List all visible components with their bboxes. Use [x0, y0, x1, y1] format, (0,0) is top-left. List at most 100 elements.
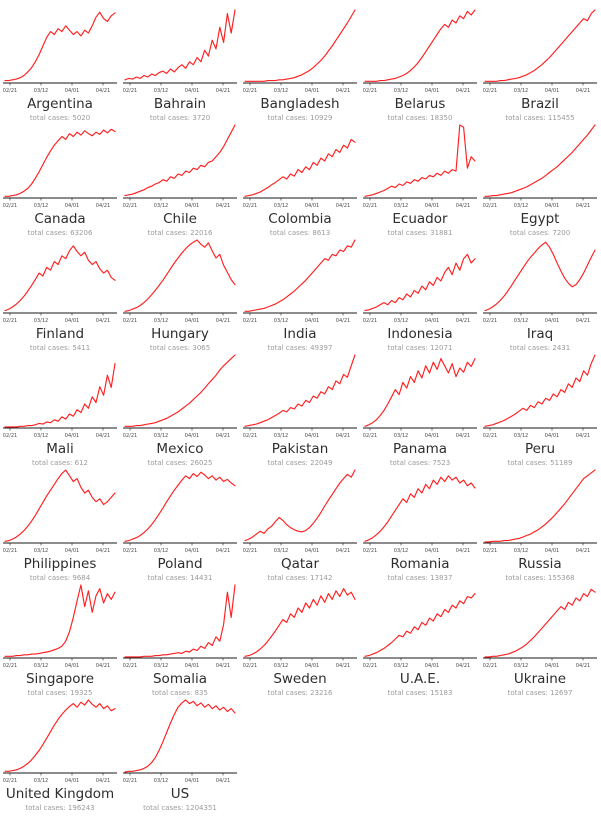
- x-axis-ticks: 02/21 03/12 04/01 04/21: [243, 428, 350, 439]
- x-tick-label: 03/12: [154, 318, 168, 324]
- x-tick-label: 04/21: [336, 318, 350, 324]
- cases-line: [244, 469, 356, 542]
- total-cases-label: total cases: 22049: [267, 459, 333, 467]
- mini-line-chart: 02/21 03/12 04/01 04/21: [123, 699, 237, 784]
- cases-line: [244, 9, 356, 82]
- total-cases-label: total cases: 49397: [267, 344, 333, 352]
- x-tick-label: 04/01: [65, 203, 79, 209]
- cases-line: [4, 584, 116, 657]
- mini-line-chart: 02/21 03/12 04/01 04/21: [123, 584, 237, 669]
- mini-line-chart: 02/21 03/12 04/01 04/21: [243, 239, 357, 324]
- x-axis-ticks: 02/21 03/12 04/01 04/21: [243, 313, 350, 324]
- x-tick-label: 04/21: [576, 88, 590, 94]
- cases-line: [4, 699, 116, 772]
- total-cases-label: total cases: 12071: [387, 344, 453, 352]
- x-tick-label: 04/01: [185, 778, 199, 784]
- mini-line-chart: 02/21 03/12 04/01 04/21: [483, 469, 597, 554]
- country-chart-argentina: 02/21 03/12 04/01 04/21 Argentina total cas…: [0, 6, 120, 122]
- x-tick-label: 02/21: [483, 318, 497, 324]
- country-label: Qatar: [280, 556, 319, 572]
- x-tick-label: 03/12: [34, 88, 48, 94]
- x-tick-label: 03/12: [514, 433, 528, 439]
- x-axis-ticks: 02/21 03/12 04/01 04/21: [363, 313, 470, 324]
- mini-line-chart: 02/21 03/12 04/01 04/21: [363, 124, 477, 209]
- country-label: Somalia: [152, 671, 208, 687]
- total-cases-label: total cases: 63206: [27, 229, 93, 237]
- country-label: Bahrain: [153, 96, 207, 112]
- country-chart-romania: 02/21 03/12 04/01 04/21 Romania total cases…: [360, 466, 480, 582]
- mini-line-chart: 02/21 03/12 04/01 04/21: [243, 354, 357, 439]
- cases-line: [124, 9, 236, 81]
- cases-line: [364, 124, 476, 197]
- x-tick-label: 03/12: [154, 663, 168, 669]
- total-cases-label: total cases: 13837: [387, 574, 453, 582]
- x-tick-label: 04/01: [65, 778, 79, 784]
- country-label: Brazil: [521, 96, 559, 112]
- x-axis-ticks: 02/21 03/12 04/01 04/21: [483, 543, 590, 554]
- x-tick-label: 04/01: [65, 663, 79, 669]
- x-tick-label: 03/12: [34, 663, 48, 669]
- x-tick-label: 04/21: [216, 203, 230, 209]
- country-label: Russia: [518, 556, 562, 572]
- x-tick-label: 04/01: [425, 548, 439, 554]
- total-cases-label: total cases: 31881: [387, 229, 453, 237]
- x-tick-label: 02/21: [363, 433, 377, 439]
- total-cases-label: total cases: 835: [152, 689, 208, 697]
- cases-line: [244, 239, 356, 312]
- total-cases-label: total cases: 1204351: [143, 804, 217, 812]
- x-tick-label: 04/01: [65, 88, 79, 94]
- x-tick-label: 03/12: [274, 663, 288, 669]
- x-tick-label: 02/21: [243, 88, 257, 94]
- country-label: Singapore: [25, 671, 95, 687]
- country-label: Finland: [35, 326, 85, 342]
- x-tick-label: 02/21: [3, 433, 17, 439]
- x-tick-label: 02/21: [3, 663, 17, 669]
- x-tick-label: 04/01: [185, 433, 199, 439]
- x-tick-label: 02/21: [243, 433, 257, 439]
- x-tick-label: 04/21: [216, 433, 230, 439]
- x-tick-label: 02/21: [123, 203, 137, 209]
- country-chart-hungary: 02/21 03/12 04/01 04/21 Hungary total cases…: [120, 236, 240, 352]
- x-tick-label: 02/21: [3, 318, 17, 324]
- country-label: U.A.E.: [399, 671, 441, 687]
- x-tick-label: 04/01: [305, 318, 319, 324]
- mini-line-chart: 02/21 03/12 04/01 04/21: [363, 358, 477, 439]
- x-tick-label: 04/01: [65, 548, 79, 554]
- mini-line-chart: 02/21 03/12 04/01 04/21: [243, 588, 357, 669]
- x-tick-label: 04/01: [545, 433, 559, 439]
- total-cases-label: total cases: 612: [32, 459, 88, 467]
- x-tick-label: 04/01: [425, 433, 439, 439]
- country-chart-colombia: 02/21 03/12 04/01 04/21 Colombia total case…: [240, 121, 360, 237]
- mini-line-chart: 02/21 03/12 04/01 04/21: [243, 138, 357, 209]
- country-chart-egypt: 02/21 03/12 04/01 04/21 Egypt total cases: …: [480, 121, 600, 237]
- x-axis-ticks: 02/21 03/12 04/01 04/21: [483, 83, 590, 94]
- x-tick-label: 02/21: [123, 663, 137, 669]
- total-cases-label: total cases: 12697: [507, 689, 573, 697]
- x-tick-label: 04/01: [305, 663, 319, 669]
- x-tick-label: 03/12: [154, 433, 168, 439]
- x-tick-label: 03/12: [394, 203, 408, 209]
- x-tick-label: 04/01: [305, 203, 319, 209]
- mini-line-chart: 02/21 03/12 04/01 04/21: [363, 475, 477, 554]
- total-cases-label: total cases: 7523: [389, 459, 451, 467]
- cases-line: [4, 128, 116, 197]
- x-tick-label: 04/01: [425, 663, 439, 669]
- x-tick-label: 03/12: [394, 88, 408, 94]
- x-tick-label: 04/21: [456, 663, 470, 669]
- x-tick-label: 03/12: [154, 548, 168, 554]
- x-tick-label: 04/21: [576, 318, 590, 324]
- x-tick-label: 04/21: [456, 548, 470, 554]
- mini-line-chart: 02/21 03/12 04/01 04/21: [123, 471, 237, 554]
- mini-line-chart: 02/21 03/12 04/01 04/21: [483, 124, 597, 209]
- cases-line: [364, 593, 476, 657]
- x-tick-label: 04/21: [216, 88, 230, 94]
- country-label: United Kingdom: [5, 786, 115, 802]
- x-axis-ticks: 02/21 03/12 04/01 04/21: [3, 658, 110, 669]
- cases-line: [484, 241, 596, 312]
- x-tick-label: 03/12: [394, 433, 408, 439]
- x-tick-label: 02/21: [483, 433, 497, 439]
- x-tick-label: 03/12: [274, 433, 288, 439]
- country-label: Colombia: [268, 211, 332, 227]
- x-tick-label: 04/21: [336, 433, 350, 439]
